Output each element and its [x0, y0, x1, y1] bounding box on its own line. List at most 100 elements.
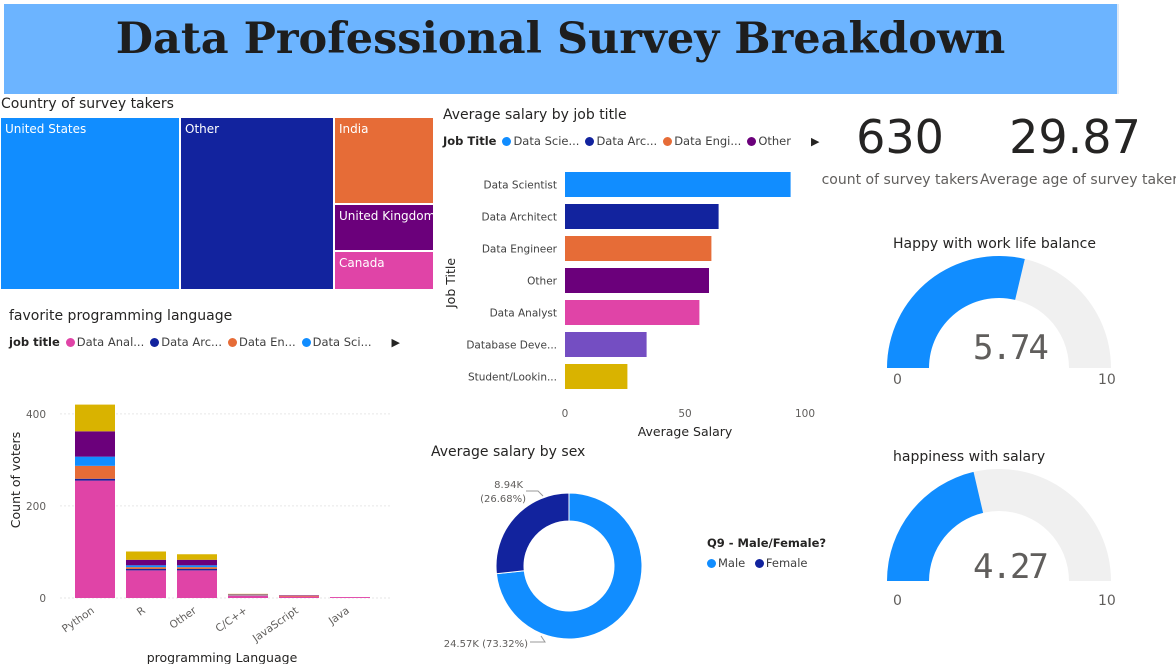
bar-segment[interactable] — [126, 568, 166, 571]
bar-segment[interactable] — [279, 596, 319, 598]
y-axis-title: Job Title — [443, 258, 458, 309]
bar-segment[interactable] — [177, 559, 217, 566]
gauge-salary-min: 0 — [893, 593, 902, 609]
legend-label: Data Arc... — [596, 134, 658, 148]
title-banner: Data Professional Survey Breakdown — [4, 4, 1119, 94]
y-tick-label: Database Deve... — [466, 340, 557, 352]
legend-label: Data Engi... — [674, 134, 742, 148]
legend-dot — [228, 337, 237, 347]
donut-legend: Q9 - Male/Female? Male Female — [707, 536, 826, 578]
donut-data-label: 24.57K (73.32%) — [444, 639, 528, 650]
sex-salary-title: Average salary by sex — [431, 444, 586, 460]
legend-label: Data Scie... — [513, 134, 580, 148]
legend-item[interactable]: Data Scie... — [502, 134, 579, 148]
treemap-label: United Kingdom — [339, 209, 434, 223]
job-salary-chart[interactable]: Data Scientist Data Architect Data Enginee… — [436, 160, 826, 445]
legend-item[interactable]: Data Arc... — [150, 335, 222, 349]
legend-dot — [754, 558, 764, 568]
bar[interactable] — [565, 172, 791, 197]
bar-segment[interactable] — [177, 568, 217, 571]
y-tick-label: Student/Lookin... — [468, 372, 557, 384]
gauge-worklife-value: 5.74 — [973, 328, 1049, 368]
legend-item[interactable]: Data Anal... — [65, 335, 144, 349]
donut-legend-title: Q9 - Male/Female? — [707, 536, 827, 550]
bar-segment[interactable] — [279, 595, 319, 597]
treemap-cell-united-states[interactable]: United States — [0, 117, 180, 290]
bar-segment[interactable] — [75, 431, 115, 457]
gauge-worklife[interactable] — [885, 254, 1125, 374]
legend-dot — [150, 337, 160, 347]
legend-dot — [65, 337, 75, 347]
donut-legend-item[interactable]: Male — [707, 556, 745, 570]
x-tick-label: JavaScript — [250, 605, 301, 646]
legend-item[interactable]: Data Sci... — [301, 335, 372, 349]
language-chart[interactable]: 0 200 400 Python R Other C/C++ JavaScript Java pr… — [0, 390, 400, 664]
y-tick-label: Other — [527, 276, 557, 288]
donut-legend-item[interactable]: Female — [754, 556, 808, 570]
x-tick-label: Other — [167, 604, 199, 631]
bar-segment[interactable] — [228, 595, 268, 598]
gauge-worklife-max: 10 — [1098, 372, 1116, 388]
legend-next-icon[interactable]: ▶ — [391, 335, 401, 349]
treemap-cell-india[interactable]: India — [334, 117, 434, 204]
donut-data-label: (26.68%) — [480, 494, 526, 505]
y-tick-label: 400 — [26, 409, 46, 421]
donut-slice[interactable] — [495, 492, 570, 575]
legend-label: Data Sci... — [312, 335, 372, 349]
bar-segment[interactable] — [177, 567, 217, 569]
bar-segment[interactable] — [126, 565, 166, 568]
legend-label: Other — [758, 134, 791, 148]
gauge-salary[interactable] — [885, 467, 1125, 592]
bar-segment[interactable] — [126, 551, 166, 560]
legend-item[interactable]: Other — [747, 134, 791, 148]
y-tick-label: Data Engineer — [482, 244, 558, 256]
bar-segment[interactable] — [177, 554, 217, 560]
bar-segment[interactable] — [126, 570, 166, 598]
x-axis-title: programming Language — [147, 650, 298, 664]
legend-next-icon[interactable]: ▶ — [810, 134, 820, 148]
bar[interactable] — [565, 236, 712, 261]
legend-item[interactable]: Data En... — [228, 335, 296, 349]
country-treemap[interactable]: United States Other India United Kingdom… — [0, 117, 434, 290]
kpi-age-value: 29.87 — [1009, 110, 1141, 164]
bar-segment[interactable] — [177, 570, 217, 598]
bar[interactable] — [565, 268, 709, 293]
bar-segment[interactable] — [75, 404, 115, 432]
bar-segment[interactable] — [330, 597, 370, 598]
treemap-cell-canada[interactable]: Canada — [334, 251, 434, 290]
x-axis-title: Average Salary — [638, 424, 733, 439]
legend-title: Job Title — [443, 134, 497, 148]
bar-segment[interactable] — [75, 465, 115, 479]
legend-label: Female — [765, 556, 808, 570]
bar[interactable] — [565, 332, 647, 357]
treemap-cell-united-kingdom[interactable]: United Kingdom — [334, 204, 434, 251]
bar[interactable] — [565, 364, 628, 389]
legend-dot — [502, 136, 512, 146]
job-salary-legend: Job Title Data Scie... Data Arc... Data … — [443, 134, 819, 148]
bar-segment[interactable] — [75, 456, 115, 466]
legend-item[interactable]: Data Arc... — [585, 134, 657, 148]
sex-salary-donut[interactable]: 24.57K (73.32%) 8.94K (26.68%) — [430, 470, 670, 660]
donut-slice[interactable] — [495, 492, 643, 640]
bar-segment[interactable] — [126, 567, 166, 569]
bar-segment[interactable] — [126, 559, 166, 566]
bar[interactable] — [565, 300, 700, 325]
donut-data-label: 8.94K — [494, 480, 523, 491]
x-tick-label: Python — [60, 605, 97, 636]
x-tick-label: 0 — [562, 408, 569, 420]
gauge-fill — [887, 471, 984, 581]
legend-item[interactable]: Data Engi... — [663, 134, 741, 148]
treemap-label: India — [339, 122, 369, 136]
page-title: Data Professional Survey Breakdown — [115, 14, 1006, 64]
bar-segment[interactable] — [177, 565, 217, 568]
legend-title: job title — [9, 335, 60, 349]
legend-label: Male — [718, 556, 746, 570]
bar-segment[interactable] — [75, 480, 115, 598]
x-tick-label: C/C++ — [214, 605, 250, 635]
bar-segment[interactable] — [75, 478, 115, 481]
legend-label: Data En... — [239, 335, 296, 349]
gauge-fill — [887, 255, 1025, 368]
bar[interactable] — [565, 204, 719, 229]
legend-dot — [301, 337, 311, 347]
treemap-cell-other[interactable]: Other — [180, 117, 334, 290]
